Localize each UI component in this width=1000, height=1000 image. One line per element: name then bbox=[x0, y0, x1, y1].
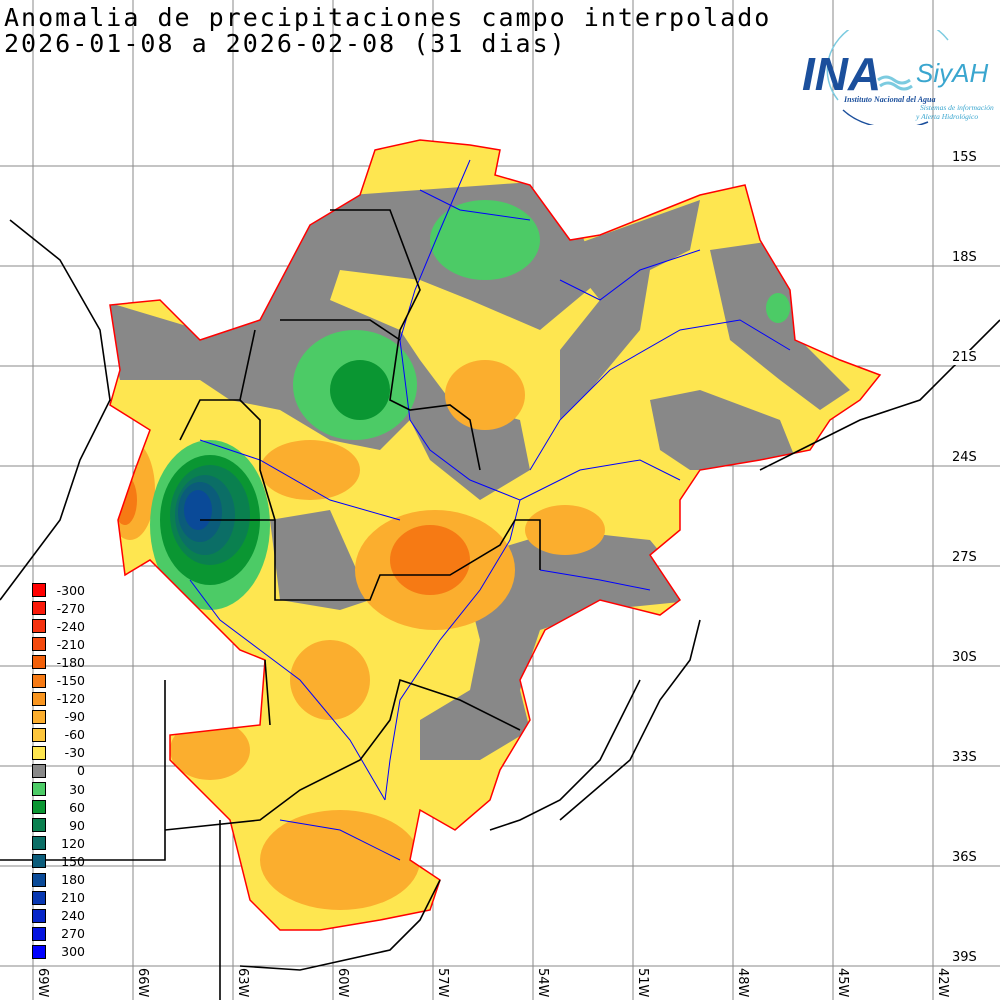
legend-label: 150 bbox=[61, 853, 85, 869]
legend-swatch bbox=[32, 763, 46, 778]
legend-swatch bbox=[32, 818, 46, 833]
legend-item: 60 bbox=[32, 798, 85, 816]
legend-swatch bbox=[32, 691, 46, 706]
legend-label: -300 bbox=[56, 582, 85, 598]
lat-label: 33S bbox=[952, 750, 977, 765]
lon-label: 57W bbox=[435, 968, 450, 998]
map-date-range: 2026-01-08 a 2026-02-08 (31 dias) bbox=[4, 29, 567, 58]
svg-text:SiyAH: SiyAH bbox=[916, 58, 988, 88]
legend-label: -60 bbox=[64, 727, 85, 743]
lon-label: 60W bbox=[335, 968, 350, 998]
legend-label: -30 bbox=[64, 745, 85, 761]
legend-label: 180 bbox=[61, 872, 85, 888]
legend-label: 240 bbox=[61, 908, 85, 924]
legend-swatch bbox=[32, 673, 46, 688]
ina-siyah-logo: INA SiyAH Instituto Nacional del Agua Si… bbox=[798, 14, 998, 129]
lon-label: 69W bbox=[35, 968, 50, 998]
lon-label: 42W bbox=[935, 968, 950, 998]
legend-item: -120 bbox=[32, 690, 85, 708]
lat-label: 39S bbox=[952, 950, 977, 965]
legend-swatch bbox=[32, 944, 46, 959]
lat-label: 21S bbox=[952, 350, 977, 365]
lat-label: 18S bbox=[952, 250, 977, 265]
color-legend: -300 -270 -240 -210 -180 -150 -120 -90 -60 -30 0 30… bbox=[32, 581, 85, 961]
basin-outline bbox=[109, 139, 882, 931]
legend-label: 0 bbox=[77, 763, 85, 779]
lon-label: 63W bbox=[235, 968, 250, 998]
legend-swatch bbox=[32, 890, 46, 905]
lon-label: 51W bbox=[635, 968, 650, 998]
lat-label: 15S bbox=[952, 150, 977, 165]
legend-item: -90 bbox=[32, 708, 85, 726]
rivers bbox=[189, 159, 791, 861]
legend-label: -240 bbox=[56, 618, 85, 634]
legend-swatch bbox=[32, 583, 46, 598]
legend-label: 210 bbox=[61, 890, 85, 906]
legend-item: -180 bbox=[32, 653, 85, 671]
legend-item: -150 bbox=[32, 671, 85, 689]
lon-label: 54W bbox=[535, 968, 550, 998]
legend-item: 270 bbox=[32, 925, 85, 943]
legend-swatch bbox=[32, 782, 46, 797]
legend-swatch bbox=[32, 601, 46, 616]
legend-label: -90 bbox=[64, 709, 85, 725]
legend-item: -60 bbox=[32, 726, 85, 744]
legend-label: 90 bbox=[69, 817, 85, 833]
legend-swatch bbox=[32, 854, 46, 869]
legend-item: 210 bbox=[32, 889, 85, 907]
legend-swatch bbox=[32, 872, 46, 887]
legend-swatch bbox=[32, 836, 46, 851]
legend-item: -240 bbox=[32, 617, 85, 635]
legend-swatch bbox=[32, 727, 46, 742]
legend-label: 300 bbox=[61, 944, 85, 960]
svg-text:y Alerta Hidrológico: y Alerta Hidrológico bbox=[915, 112, 978, 121]
legend-label: 60 bbox=[69, 799, 85, 815]
legend-item: -30 bbox=[32, 744, 85, 762]
legend-item: -300 bbox=[32, 581, 85, 599]
legend-label: 120 bbox=[61, 835, 85, 851]
lon-label: 48W bbox=[735, 968, 750, 998]
legend-item: 180 bbox=[32, 871, 85, 889]
legend-swatch bbox=[32, 709, 46, 724]
lon-label: 45W bbox=[835, 968, 850, 998]
legend-item: 90 bbox=[32, 816, 85, 834]
legend-swatch bbox=[32, 745, 46, 760]
map-title: Anomalia de precipitaciones campo interp… bbox=[4, 3, 772, 32]
legend-item: 150 bbox=[32, 852, 85, 870]
legend-item: 120 bbox=[32, 834, 85, 852]
svg-text:Sistemas de información: Sistemas de información bbox=[920, 103, 994, 112]
legend-item: 30 bbox=[32, 780, 85, 798]
lat-label: 24S bbox=[952, 450, 977, 465]
lat-label: 27S bbox=[952, 550, 977, 565]
legend-item: -270 bbox=[32, 599, 85, 617]
legend-label: 30 bbox=[69, 781, 85, 797]
legend-label: -150 bbox=[56, 673, 85, 689]
legend-label: 270 bbox=[61, 926, 85, 942]
legend-swatch bbox=[32, 908, 46, 923]
lat-label: 30S bbox=[952, 650, 977, 665]
legend-swatch bbox=[32, 926, 46, 941]
legend-label: -270 bbox=[56, 600, 85, 616]
legend-item: 0 bbox=[32, 762, 85, 780]
legend-item: 300 bbox=[32, 943, 85, 961]
svg-text:INA: INA bbox=[802, 48, 881, 100]
legend-label: -210 bbox=[56, 636, 85, 652]
legend-swatch bbox=[32, 655, 46, 670]
lon-label: 66W bbox=[135, 968, 150, 998]
legend-item: -210 bbox=[32, 635, 85, 653]
legend-label: -180 bbox=[56, 654, 85, 670]
legend-swatch bbox=[32, 800, 46, 815]
country-borders bbox=[0, 209, 1000, 1000]
legend-label: -120 bbox=[56, 691, 85, 707]
legend-swatch bbox=[32, 619, 46, 634]
lat-label: 36S bbox=[952, 850, 977, 865]
legend-swatch bbox=[32, 637, 46, 652]
legend-item: 240 bbox=[32, 907, 85, 925]
svg-text:Instituto Nacional del Agua: Instituto Nacional del Agua bbox=[843, 95, 936, 104]
